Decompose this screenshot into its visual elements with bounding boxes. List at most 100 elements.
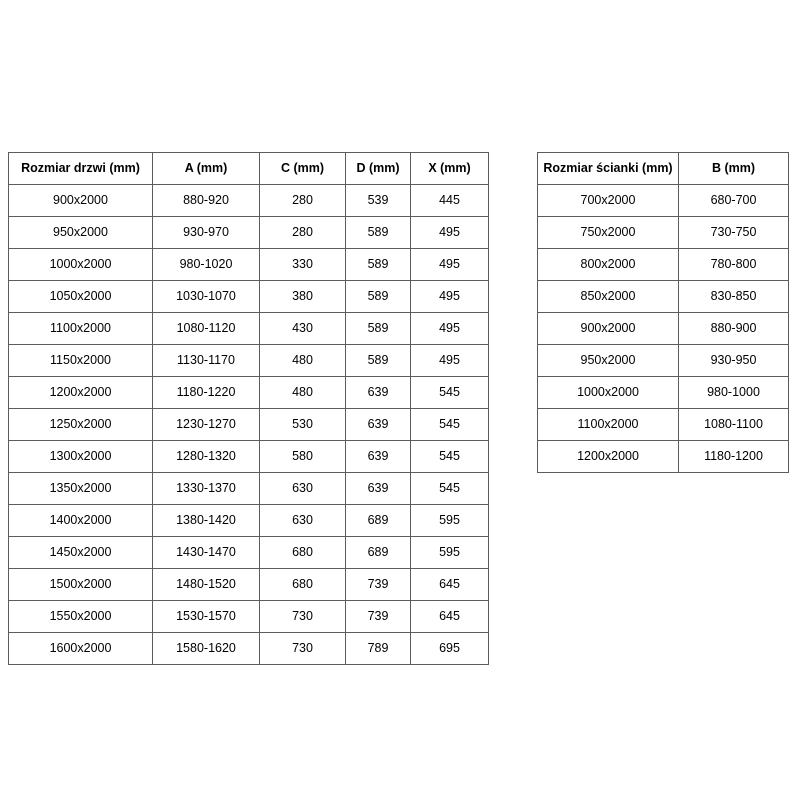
cell-c: 280 [259, 184, 346, 217]
cell-x: 595 [410, 536, 489, 569]
cell-a: 1130-1170 [152, 344, 260, 377]
cell-b: 980-1000 [678, 376, 789, 409]
column-header-d: D (mm) [345, 152, 411, 185]
cell-d: 639 [345, 376, 411, 409]
doors-dimensions-table: Rozmiar drzwi (mm) A (mm) C (mm) D (mm) … [8, 152, 489, 665]
cell-size: 1600x2000 [8, 632, 153, 665]
column-header-x: X (mm) [410, 152, 489, 185]
cell-d: 789 [345, 632, 411, 665]
cell-c: 480 [259, 376, 346, 409]
cell-x: 645 [410, 600, 489, 633]
cell-c: 430 [259, 312, 346, 345]
table-row: 1500x2000 1480-1520 680 739 645 [8, 568, 489, 601]
table-header-row: Rozmiar ścianki (mm) B (mm) [537, 152, 789, 185]
cell-x: 445 [410, 184, 489, 217]
table-row: 1050x2000 1030-1070 380 589 495 [8, 280, 489, 313]
cell-size: 1200x2000 [8, 376, 153, 409]
cell-d: 589 [345, 248, 411, 281]
cell-a: 1230-1270 [152, 408, 260, 441]
cell-size: 1350x2000 [8, 472, 153, 505]
table-row: 1350x2000 1330-1370 630 639 545 [8, 472, 489, 505]
table-row: 750x2000 730-750 [537, 216, 789, 249]
column-header-rozmiar-scianki: Rozmiar ścianki (mm) [537, 152, 679, 185]
cell-size: 900x2000 [8, 184, 153, 217]
table-row: 1200x2000 1180-1200 [537, 440, 789, 473]
cell-b: 880-900 [678, 312, 789, 345]
cell-x: 545 [410, 376, 489, 409]
cell-b: 780-800 [678, 248, 789, 281]
cell-x: 495 [410, 248, 489, 281]
cell-b: 730-750 [678, 216, 789, 249]
table-row: 1100x2000 1080-1120 430 589 495 [8, 312, 489, 345]
table-row: 1250x2000 1230-1270 530 639 545 [8, 408, 489, 441]
doors-table-body: 900x2000 880-920 280 539 445 950x2000 93… [8, 184, 489, 665]
walls-dimensions-table-container: Rozmiar ścianki (mm) B (mm) 700x2000 680… [537, 152, 789, 473]
cell-size: 750x2000 [537, 216, 679, 249]
cell-a: 930-970 [152, 216, 260, 249]
table-row: 1200x2000 1180-1220 480 639 545 [8, 376, 489, 409]
table-row: 700x2000 680-700 [537, 184, 789, 217]
cell-size: 1150x2000 [8, 344, 153, 377]
column-header-a: A (mm) [152, 152, 260, 185]
cell-x: 495 [410, 312, 489, 345]
cell-size: 1550x2000 [8, 600, 153, 633]
cell-size: 700x2000 [537, 184, 679, 217]
walls-dimensions-table: Rozmiar ścianki (mm) B (mm) 700x2000 680… [537, 152, 789, 473]
cell-d: 639 [345, 408, 411, 441]
cell-a: 1330-1370 [152, 472, 260, 505]
cell-size: 1000x2000 [8, 248, 153, 281]
cell-x: 545 [410, 440, 489, 473]
cell-x: 645 [410, 568, 489, 601]
cell-x: 545 [410, 408, 489, 441]
cell-a: 1180-1220 [152, 376, 260, 409]
cell-c: 730 [259, 632, 346, 665]
table-row: 1400x2000 1380-1420 630 689 595 [8, 504, 489, 537]
cell-size: 1200x2000 [537, 440, 679, 473]
doors-dimensions-table-container: Rozmiar drzwi (mm) A (mm) C (mm) D (mm) … [8, 152, 489, 665]
cell-size: 800x2000 [537, 248, 679, 281]
cell-d: 739 [345, 600, 411, 633]
cell-c: 480 [259, 344, 346, 377]
cell-c: 680 [259, 568, 346, 601]
table-row: 800x2000 780-800 [537, 248, 789, 281]
column-header-b: B (mm) [678, 152, 789, 185]
cell-size: 1400x2000 [8, 504, 153, 537]
cell-d: 589 [345, 344, 411, 377]
cell-b: 830-850 [678, 280, 789, 313]
cell-c: 530 [259, 408, 346, 441]
table-row: 1100x2000 1080-1100 [537, 408, 789, 441]
cell-b: 680-700 [678, 184, 789, 217]
cell-a: 1380-1420 [152, 504, 260, 537]
cell-size: 1000x2000 [537, 376, 679, 409]
cell-a: 1030-1070 [152, 280, 260, 313]
table-row: 1550x2000 1530-1570 730 739 645 [8, 600, 489, 633]
table-row: 950x2000 930-950 [537, 344, 789, 377]
table-row: 950x2000 930-970 280 589 495 [8, 216, 489, 249]
walls-table-body: 700x2000 680-700 750x2000 730-750 800x20… [537, 184, 789, 473]
cell-a: 1430-1470 [152, 536, 260, 569]
cell-c: 580 [259, 440, 346, 473]
cell-a: 1530-1570 [152, 600, 260, 633]
cell-d: 689 [345, 536, 411, 569]
doors-table-header: Rozmiar drzwi (mm) A (mm) C (mm) D (mm) … [8, 152, 489, 185]
cell-x: 545 [410, 472, 489, 505]
cell-size: 850x2000 [537, 280, 679, 313]
table-header-row: Rozmiar drzwi (mm) A (mm) C (mm) D (mm) … [8, 152, 489, 185]
cell-c: 680 [259, 536, 346, 569]
table-row: 900x2000 880-900 [537, 312, 789, 345]
table-row: 1450x2000 1430-1470 680 689 595 [8, 536, 489, 569]
cell-d: 589 [345, 312, 411, 345]
table-row: 1300x2000 1280-1320 580 639 545 [8, 440, 489, 473]
table-row: 1600x2000 1580-1620 730 789 695 [8, 632, 489, 665]
cell-a: 1280-1320 [152, 440, 260, 473]
cell-b: 930-950 [678, 344, 789, 377]
cell-d: 689 [345, 504, 411, 537]
cell-b: 1180-1200 [678, 440, 789, 473]
cell-c: 630 [259, 472, 346, 505]
column-header-rozmiar-drzwi: Rozmiar drzwi (mm) [8, 152, 153, 185]
cell-a: 1480-1520 [152, 568, 260, 601]
cell-a: 1580-1620 [152, 632, 260, 665]
cell-c: 280 [259, 216, 346, 249]
cell-a: 980-1020 [152, 248, 260, 281]
cell-c: 330 [259, 248, 346, 281]
